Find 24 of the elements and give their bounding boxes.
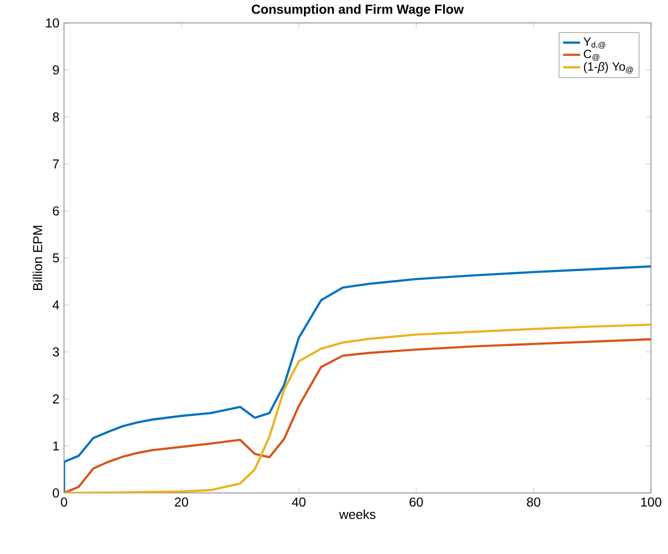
line-series xyxy=(64,265,651,493)
y-tick-label: 8 xyxy=(52,112,59,122)
x-tick-label: 0 xyxy=(60,497,68,507)
y-tick-label: 5 xyxy=(52,253,59,262)
chart-title: Consumption and Firm Wage Flow xyxy=(252,4,464,16)
legend-label: C$_{@}$ xyxy=(584,50,600,61)
x-axis-title: weeks xyxy=(339,510,376,520)
legend-label: Y$_{d,@}$ xyxy=(583,38,606,49)
x-tick-label: 60 xyxy=(410,497,423,507)
y-tick-label: 9 xyxy=(52,65,59,75)
y-tick-label: 3 xyxy=(52,347,59,357)
y-axis-title: Billion EPM xyxy=(32,226,42,290)
y-tick-label: 4 xyxy=(52,300,60,310)
y-tick-label: 2 xyxy=(52,394,59,404)
x-tick-label: 80 xyxy=(526,497,540,507)
legend-label: (1-β) Yo$_{@}$ xyxy=(584,62,633,74)
y-tick-label: 6 xyxy=(52,206,59,216)
y-tick-label: 10 xyxy=(46,18,59,28)
x-tick-label: 40 xyxy=(292,497,306,507)
y-tick-label: 7 xyxy=(52,160,59,168)
y-tick-label: 1 xyxy=(53,442,59,450)
y-tick-label: 0 xyxy=(52,488,59,498)
x-tick-label: 100 xyxy=(641,497,662,507)
x-tick-label: 20 xyxy=(174,497,188,507)
